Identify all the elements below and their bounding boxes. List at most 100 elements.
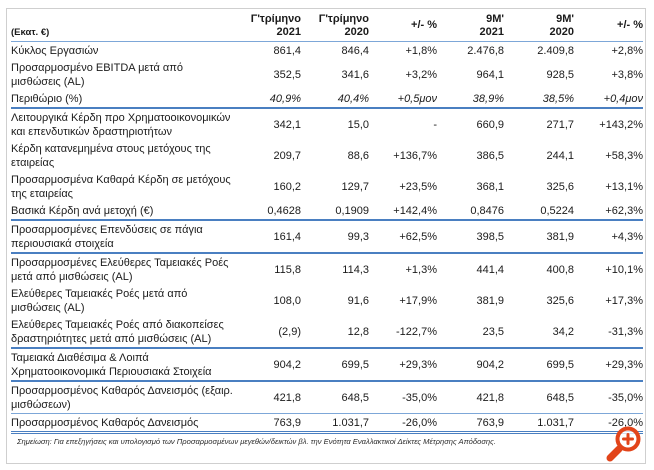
value-cell: +1,8% [405,44,438,57]
row-label: Κύκλος Εργασιών [11,44,99,57]
value-cell: 341,6 [341,68,369,81]
value-cell: 244,1 [546,149,574,162]
value-cell: +0,4μον [574,90,643,109]
value-cell: 34,2 [504,316,574,349]
value-cell: 400,8 [546,263,574,276]
table-row: Προσαρμοσμένες Επενδύσεις σε πάγια περιο… [11,220,643,254]
value-cell: 398,5 [437,220,504,254]
col-header-change-quarter: +/- % [369,11,437,42]
value-cell: +23,5% [399,180,437,193]
value-cell: +142,4% [369,202,437,221]
table-row: Προσαρμοσμένες Ελεύθερες Ταμειακές Ροές … [11,253,643,285]
value-cell: 0,1909 [301,202,369,221]
value-cell: +62,3% [574,202,643,221]
zoom-in-icon[interactable] [604,424,644,462]
value-cell: 40,9% [239,90,301,109]
value-cell: - [433,118,437,131]
value-cell: 904,2 [239,348,301,382]
value-cell: -35,0% [369,381,437,414]
value-cell: 964,1 [476,68,504,81]
value-cell: +58,3% [605,149,643,162]
row-label: Προσαρμοσμένες Επενδύσεις σε πάγια περιο… [11,220,239,254]
row-label: Προσαρμοσμένος Καθαρός Δανεισμός (εξαιρ.… [11,381,239,414]
col-header-change-9m: +/- % [574,11,643,42]
table-row: Ελεύθερες Ταμειακές Ροές μετά από μισθώσ… [11,285,643,316]
value-cell: 325,6 [546,180,574,193]
value-cell: 108,0 [273,294,301,307]
table-row: Κέρδη κατανεμημένα στους μετόχους της ετ… [11,140,643,171]
table-row: Περιθώριο (%) 40,9% 40,4% +0,5μον 38,9% … [11,90,643,109]
row-label: Προσαρμοσμένα Καθαρά Κέρδη σε μετόχους τ… [11,173,231,200]
value-cell: +3,8% [611,68,644,81]
row-label: Προσαρμοσμένος Καθαρός Δανεισμός [11,413,239,434]
value-cell: +4,3% [574,220,643,254]
value-cell: 421,8 [437,381,504,414]
value-cell: 2.409,8 [537,44,574,57]
value-cell: 342,1 [273,118,301,131]
unit-label: (Εκατ. €) [11,27,50,38]
value-cell: 209,7 [273,149,301,162]
col-header-9m-2021: 9Μ' 2021 [437,11,504,42]
value-cell: 928,5 [546,68,574,81]
row-label: Ελεύθερες Ταμειακές Ροές από διακοπείσες… [11,316,239,349]
value-cell: 381,9 [476,294,504,307]
value-cell: 381,9 [504,220,574,254]
table-row: Προσαρμοσμένα Καθαρά Κέρδη σε μετόχους τ… [11,171,643,202]
value-cell: 846,4 [341,44,369,57]
value-cell: 271,7 [546,118,574,131]
col-header-9m-2020: 9Μ' 2020 [504,11,574,42]
value-cell: +2,8% [611,44,644,57]
value-cell: 763,9 [239,413,301,434]
table-footnote: Σημείωση: Για επεξηγήσεις και υπολογισμό… [17,437,496,446]
row-label: Προσαρμοσμένες Ελεύθερες Ταμειακές Ροές … [11,256,229,283]
value-cell: +13,1% [605,180,643,193]
value-cell: +3,2% [405,68,438,81]
value-cell: -35,0% [574,381,643,414]
value-cell: 0,5224 [504,202,574,221]
financial-results-table: (Εκατ. €) Γ'τρίμηνο 2021 Γ'τρίμηνο 2020 … [11,11,643,434]
value-cell: 699,5 [504,348,574,382]
value-cell: 23,5 [437,316,504,349]
value-cell: 648,5 [301,381,369,414]
value-cell: 904,2 [437,348,504,382]
row-label: Ελεύθερες Ταμειακές Ροές μετά από μισθώσ… [11,287,188,314]
header-row: (Εκατ. €) Γ'τρίμηνο 2021 Γ'τρίμηνο 2020 … [11,11,643,42]
value-cell: 421,8 [239,381,301,414]
value-cell: 38,5% [504,90,574,109]
col-header-q3-2021: Γ'τρίμηνο 2021 [239,11,301,42]
value-cell: -31,3% [574,316,643,349]
value-cell: 0,4628 [239,202,301,221]
unit-header-cell: (Εκατ. €) [11,11,239,42]
col-header-q3-2020: Γ'τρίμηνο 2020 [301,11,369,42]
value-cell: +17,3% [605,294,643,307]
value-cell: +143,2% [599,118,643,131]
table-row: Προσαρμοσμένος Καθαρός Δανεισμός (εξαιρ.… [11,381,643,414]
value-cell: 161,4 [239,220,301,254]
value-cell: 660,9 [476,118,504,131]
row-label: Προσαρμοσμένο EBITDA μετά από μισθώσεις … [11,61,183,88]
table-header: (Εκατ. €) Γ'τρίμηνο 2021 Γ'τρίμηνο 2020 … [11,11,643,42]
table-row: Προσαρμοσμένος Καθαρός Δανεισμός 763,9 1… [11,413,643,434]
value-cell: 129,7 [341,180,369,193]
value-cell: +29,3% [369,348,437,382]
table-row: Κύκλος Εργασιών 861,4 846,4 +1,8% 2.476,… [11,42,643,60]
value-cell: 441,4 [476,263,504,276]
row-label: Βασικά Κέρδη ανά μετοχή (€) [11,202,239,221]
value-cell: (2,9) [239,316,301,349]
value-cell: 15,0 [347,118,369,131]
value-cell: 115,8 [274,263,301,276]
table-row: Προσαρμοσμένο EBITDA μετά από μισθώσεις … [11,59,643,90]
value-cell: 1.031,7 [504,413,574,434]
value-cell: 325,6 [546,294,574,307]
value-cell: 38,9% [437,90,504,109]
table-row: Λειτουργικά Κέρδη προ Χρηματοοικονομικών… [11,108,643,140]
value-cell: 160,2 [273,180,301,193]
value-cell: 114,3 [342,263,369,276]
financial-table-frame: (Εκατ. €) Γ'τρίμηνο 2021 Γ'τρίμηνο 2020 … [6,8,646,464]
value-cell: 99,3 [301,220,369,254]
value-cell: -122,7% [369,316,437,349]
row-label: Κέρδη κατανεμημένα στους μετόχους της ετ… [11,142,211,169]
value-cell: +10,1% [605,263,643,276]
value-cell: +29,3% [574,348,643,382]
row-label: Περιθώριο (%) [11,90,239,109]
